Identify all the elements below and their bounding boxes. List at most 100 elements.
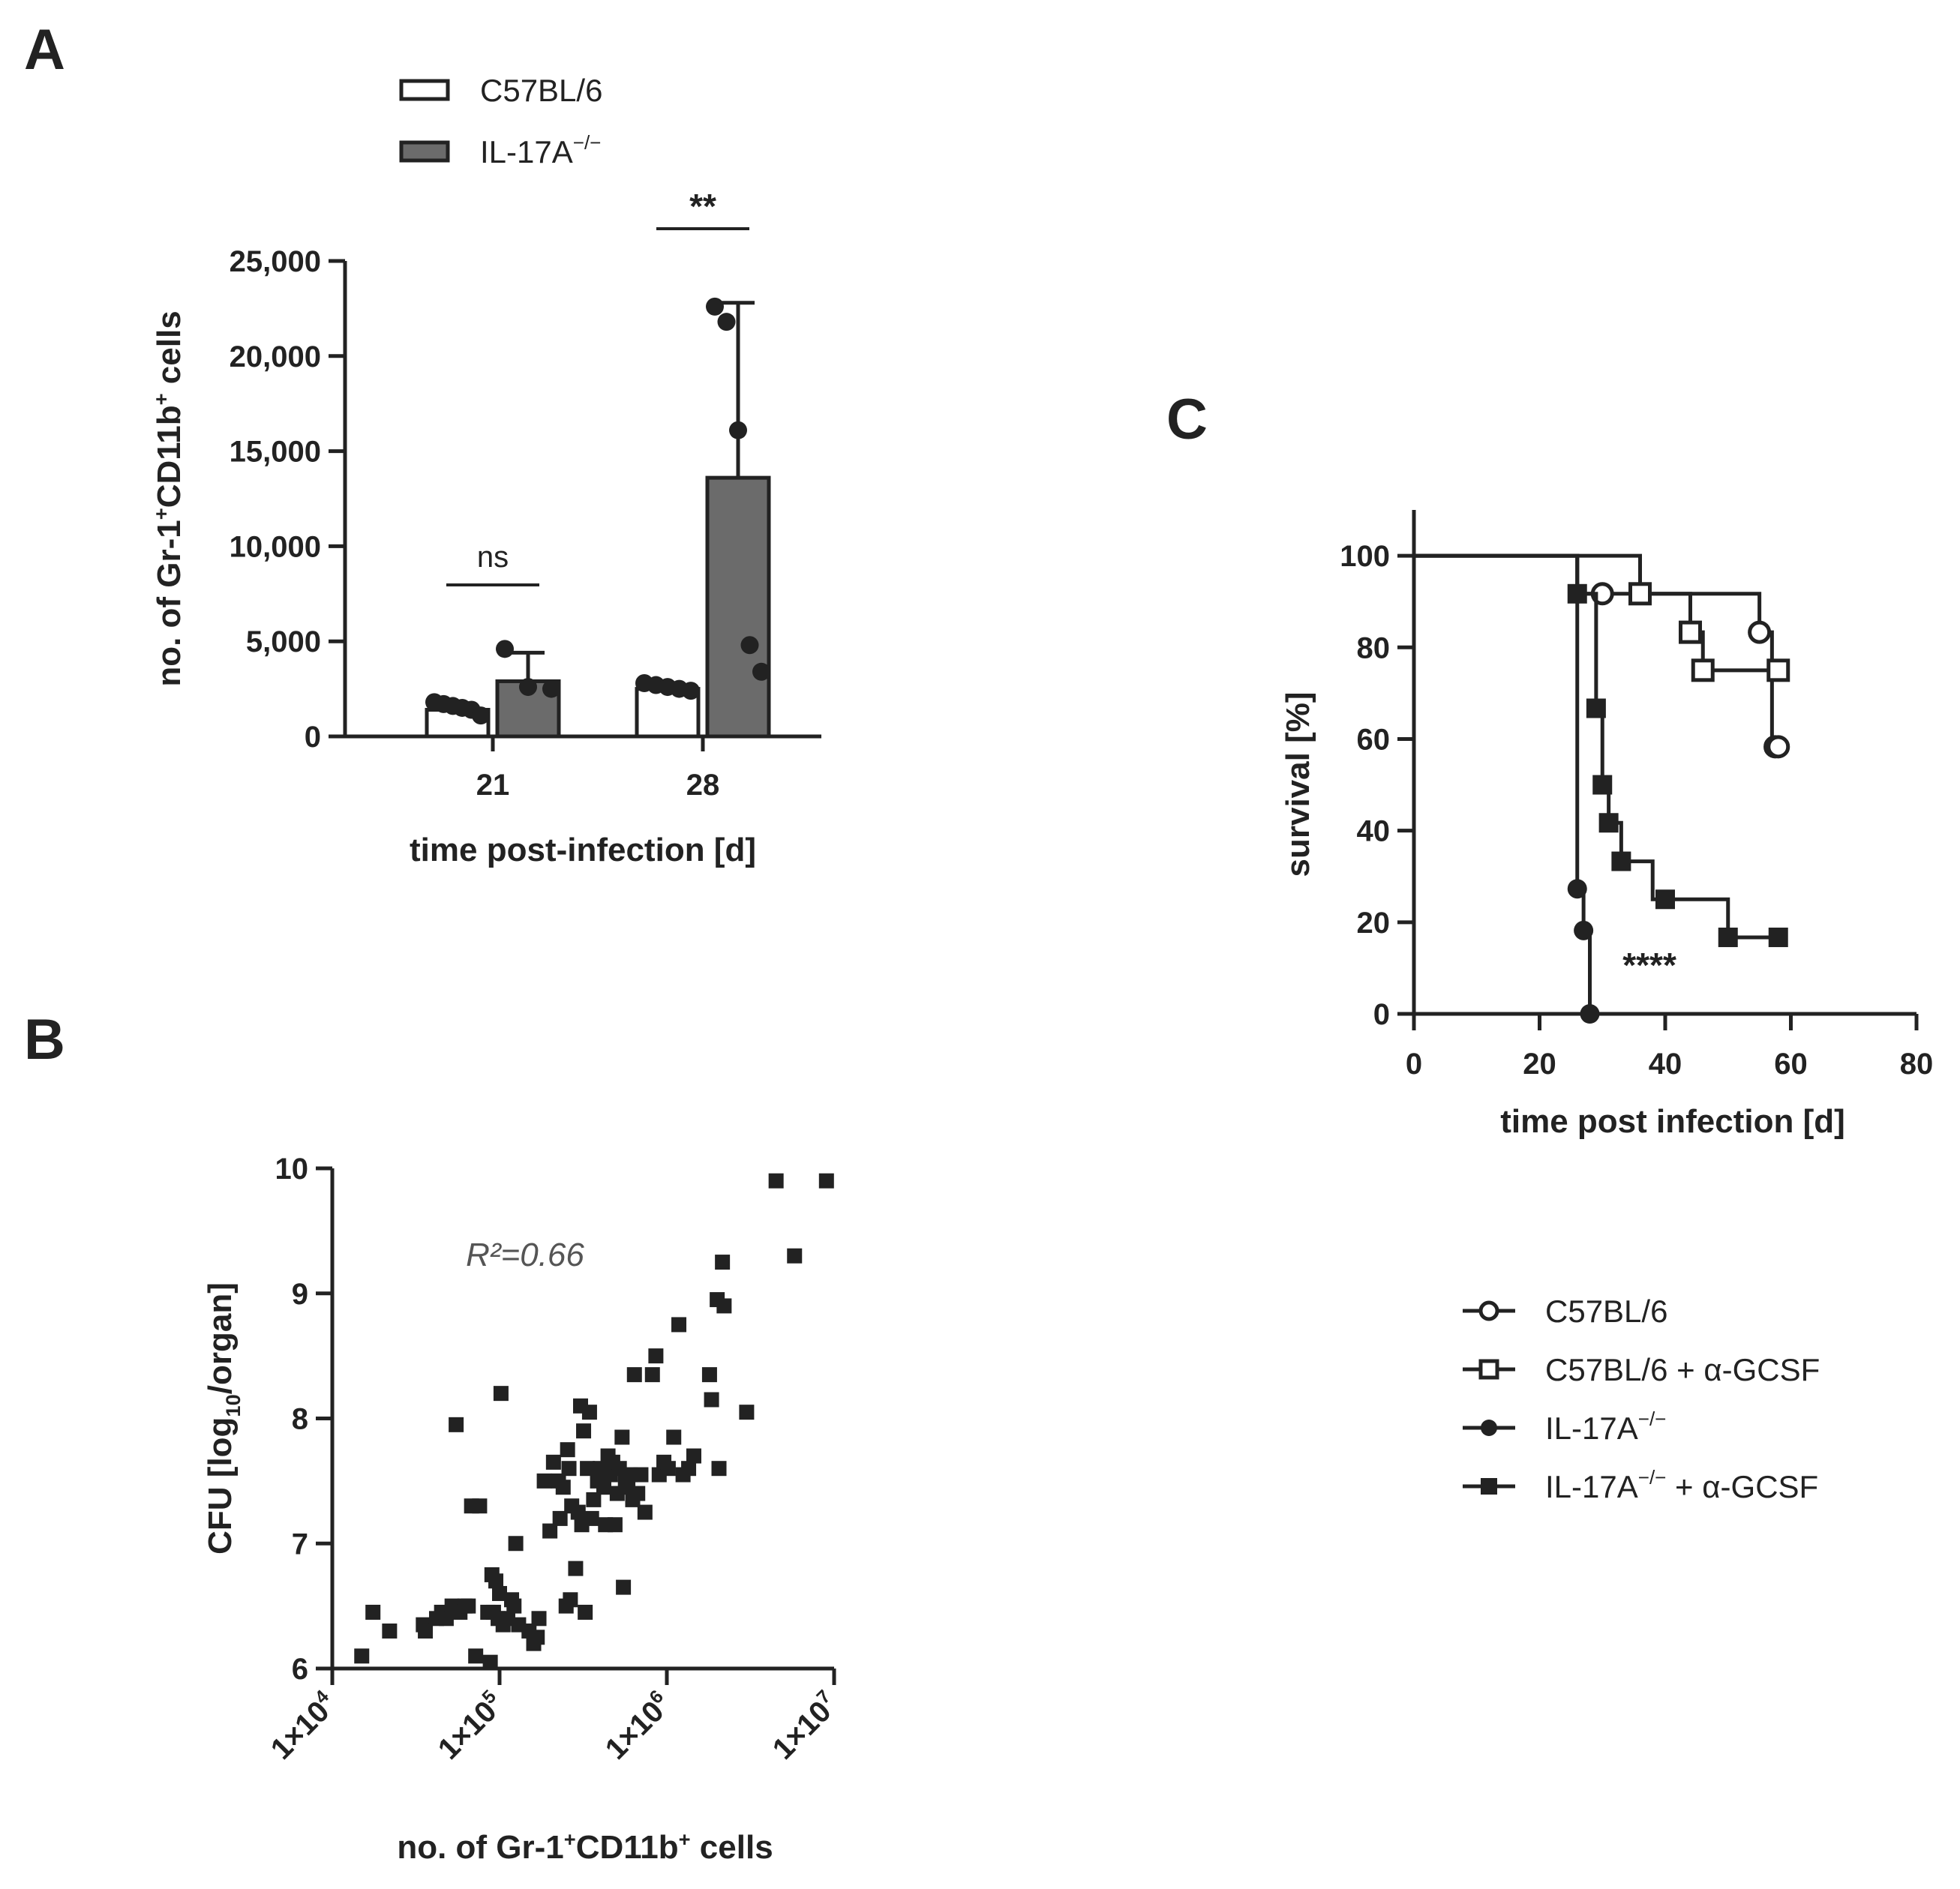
x-tick-label: 40: [1649, 1048, 1682, 1081]
survival-series: [1414, 553, 1600, 1024]
data-point: [555, 1480, 571, 1495]
data-point: [449, 1417, 464, 1432]
data-point: [660, 1461, 676, 1477]
marker-circle-filled: [1580, 1004, 1600, 1024]
y-tick-label: 0: [1373, 998, 1390, 1031]
axis-lines: [1412, 510, 1916, 1016]
y-tick-label: 10: [275, 1153, 309, 1186]
marker-square-filled: [1718, 927, 1738, 947]
y-tick-label: 80: [1357, 631, 1391, 664]
y-axis-title-part: /organ]: [202, 1282, 239, 1394]
data-point: [626, 1367, 642, 1383]
legend-a: C57BL/6 IL-17A−/−: [399, 73, 602, 169]
x-axis-title-part: no. of Gr-1: [397, 1829, 563, 1866]
data-point: [701, 1367, 717, 1383]
chart-b: 6 7 8 9 10 1×104 1×105 1×106 1×107 R²=0.66 no. of …: [202, 1153, 838, 1866]
marker-square-open: [1628, 582, 1652, 606]
data-point: [768, 1173, 784, 1189]
y-axis-title-part: no. of Gr-1: [151, 520, 188, 686]
y-tick-label: 15,000: [230, 436, 321, 469]
data-point: [752, 662, 770, 681]
data-point: [365, 1604, 381, 1620]
data-point: [570, 1504, 586, 1520]
x-axis-title: time post infection [d]: [1500, 1103, 1845, 1140]
data-point: [740, 636, 759, 655]
x-tick-label: 1×104: [263, 1687, 343, 1766]
y-axis-title: CFU [log10/organ]: [202, 1282, 245, 1555]
data-point: [630, 1486, 646, 1501]
x-axis-title-sup: +: [564, 1828, 576, 1851]
x-tick-label: 1×106: [598, 1687, 677, 1766]
bar: [635, 687, 701, 739]
marker-square-filled: [1611, 851, 1631, 871]
y-tick-label: 20,000: [230, 340, 321, 373]
y-tick-label: 100: [1340, 540, 1390, 573]
y-tick-label: 5,000: [246, 625, 321, 658]
data-point: [681, 1461, 697, 1477]
x-axis-title-sup: +: [679, 1828, 691, 1851]
data-point: [560, 1442, 575, 1458]
marker-circle-open: [1766, 735, 1790, 759]
marker-square-open: [1691, 658, 1715, 682]
x-tick-label: 1×105: [431, 1687, 510, 1766]
legend-swatch: [399, 79, 450, 101]
marker-circle-open: [1478, 1300, 1499, 1321]
legend-label-sup: −/−: [1638, 1408, 1667, 1430]
data-point: [438, 1611, 454, 1627]
data-point: [715, 1255, 731, 1270]
data-point: [704, 1392, 719, 1408]
x-axis-title: no. of Gr-1+CD11b+ cells: [397, 1828, 773, 1866]
survival-series: [1414, 553, 1788, 947]
marker-square-filled: [1655, 889, 1675, 910]
data-point: [488, 1573, 504, 1589]
legend-label-main: IL-17A: [1545, 1469, 1638, 1504]
data-point: [614, 1429, 630, 1445]
y-axis-title-part: cells: [151, 310, 188, 393]
data-point: [552, 1510, 568, 1526]
data-point: [644, 1367, 660, 1383]
data-point: [531, 1611, 547, 1627]
marker-square-filled: [1586, 698, 1606, 718]
data-point: [739, 1405, 755, 1420]
data-point: [472, 1498, 488, 1514]
data-point: [542, 1523, 558, 1539]
x-tick-label: 20: [1523, 1048, 1556, 1081]
significance-label: ****: [1622, 946, 1676, 985]
legend-swatch: [399, 140, 450, 163]
data-point: [581, 1405, 597, 1420]
y-tick-label: 9: [292, 1278, 308, 1311]
legend-label-main: C57BL/6: [1545, 1294, 1667, 1329]
x-axis-title-part: CD11b: [576, 1829, 679, 1866]
data-point: [818, 1173, 834, 1189]
significance-label: **: [689, 187, 716, 226]
data-point: [496, 640, 514, 658]
marker-square-open: [1766, 658, 1790, 682]
data-point: [492, 1585, 507, 1601]
data-point: [493, 1386, 509, 1402]
data-point: [616, 1579, 632, 1595]
legend-label-main: C57BL/6 + α-GCSF: [1545, 1352, 1820, 1387]
data-point: [468, 1648, 484, 1664]
legend-label-main: IL-17A: [480, 134, 573, 169]
legend-label-tail: + α-GCSF: [1666, 1469, 1818, 1504]
data-point: [545, 1454, 561, 1470]
legend-label: IL-17A−/−: [1545, 1408, 1666, 1446]
y-tick-label: 20: [1357, 907, 1391, 940]
data-point: [711, 1461, 727, 1477]
survival-series: [1414, 553, 1790, 682]
data-point: [580, 1461, 596, 1477]
data-point: [686, 1448, 701, 1464]
legend-label: IL-17A−/−: [480, 131, 601, 169]
data-point: [461, 1598, 476, 1614]
significance-label: ns: [477, 541, 509, 574]
x-tick-label: 60: [1774, 1048, 1808, 1081]
data-point: [633, 1467, 649, 1483]
chart-a: 0 5,000 10,000 15,000 20,000 25,000 21 28 ns ** ti…: [149, 73, 821, 868]
panel-label-a: A: [24, 18, 65, 82]
y-tick-label: 0: [305, 721, 321, 754]
data-point: [519, 678, 537, 697]
x-axis-title-part: cells: [691, 1829, 773, 1866]
panel-label-b: B: [24, 1008, 65, 1072]
marker-circle-filled: [1481, 1420, 1497, 1436]
